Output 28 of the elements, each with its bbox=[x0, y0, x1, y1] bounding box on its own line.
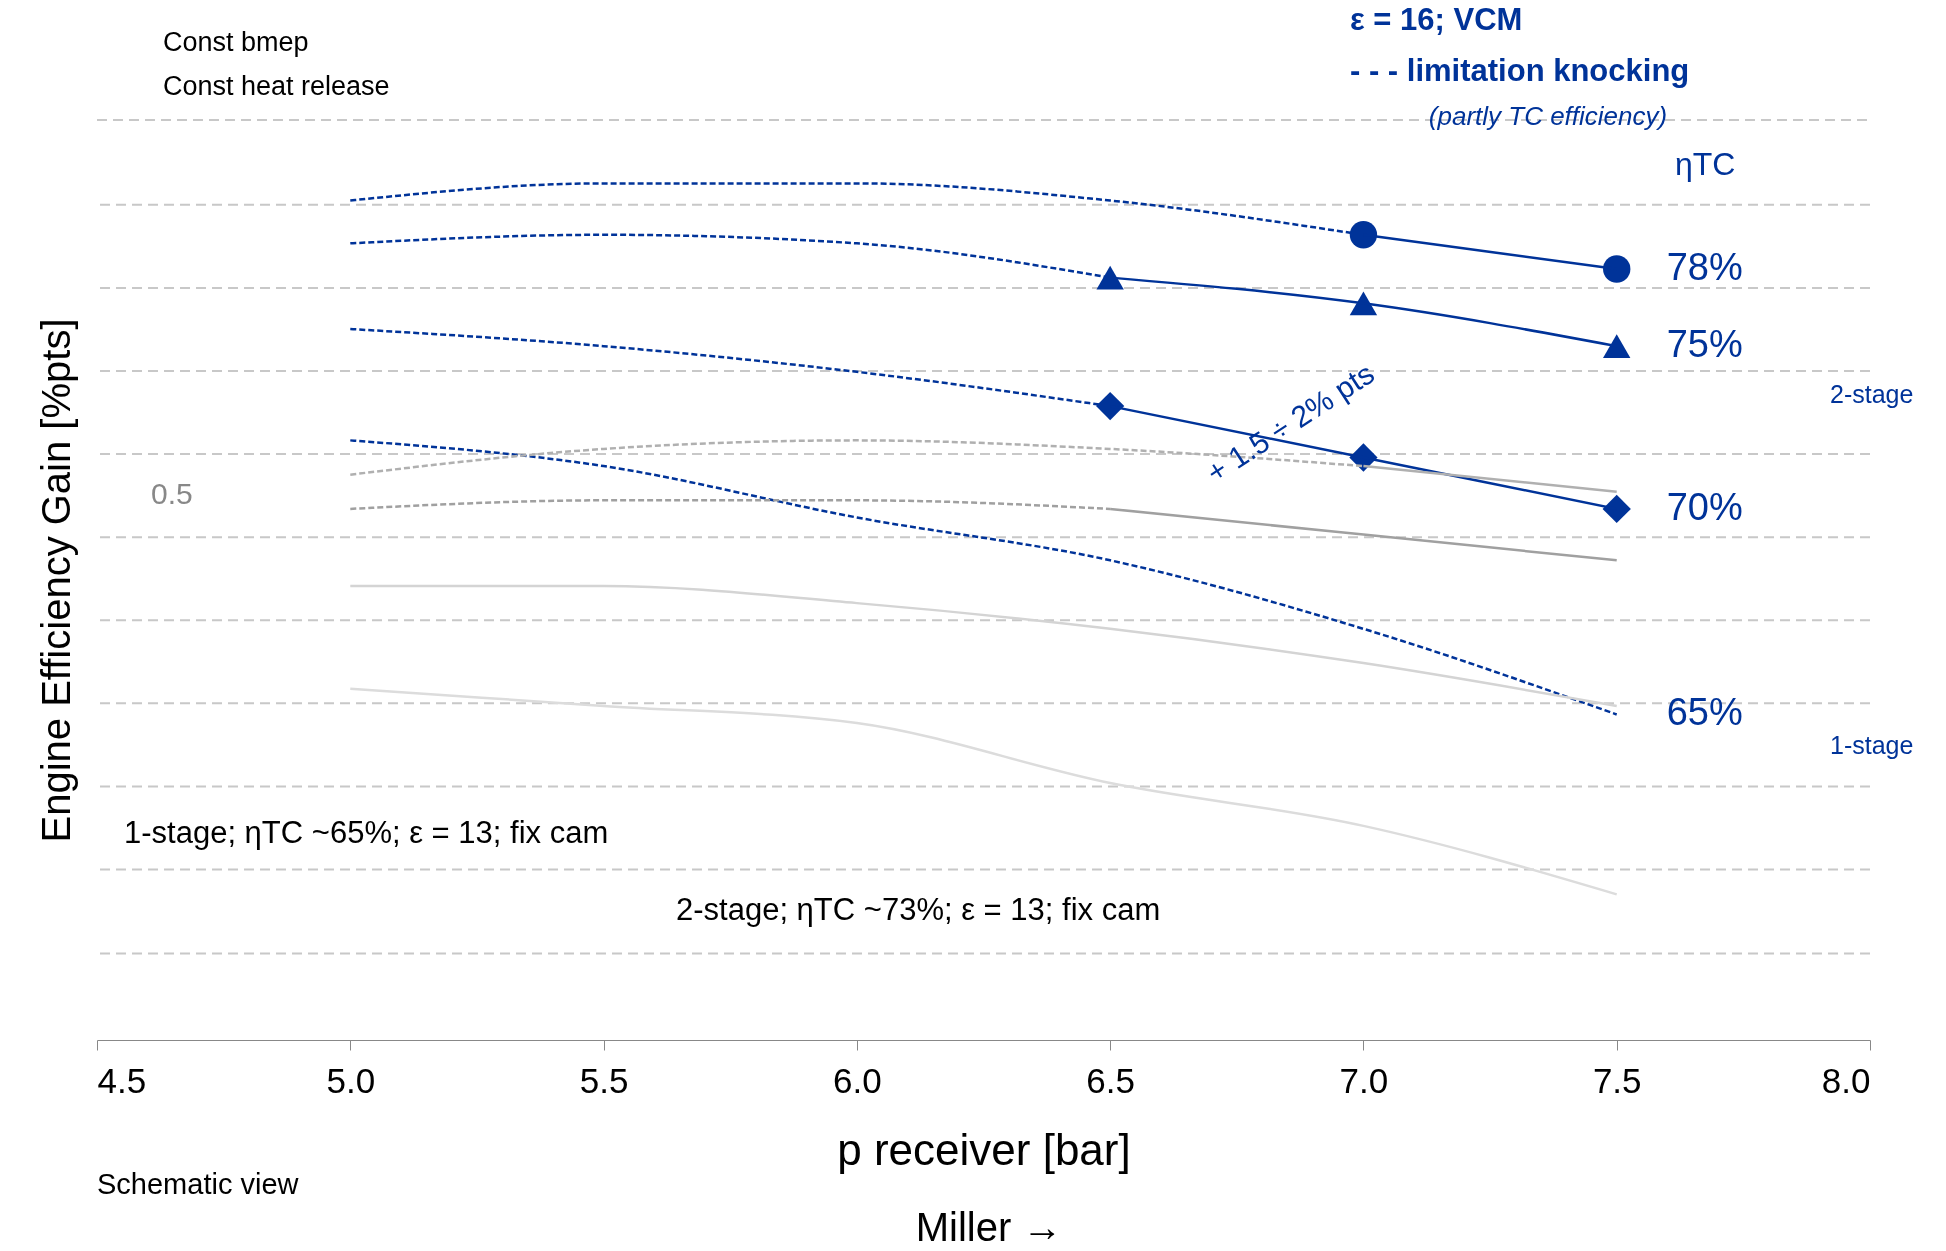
text: Const bmep bbox=[163, 27, 309, 57]
annotation: 2-stage bbox=[1830, 380, 1914, 408]
annotation: 1-stage bbox=[1830, 731, 1914, 759]
series-label: 65% bbox=[1666, 691, 1743, 734]
x-tick-label: 6.0 bbox=[833, 1060, 882, 1100]
x-tick-label: 5.5 bbox=[579, 1060, 629, 1100]
text: - - - limitation knocking bbox=[1350, 53, 1690, 88]
text: ε = 16; VCM bbox=[1350, 2, 1523, 37]
y-axis-title: Engine Efficiency Gain [%pts] bbox=[33, 318, 78, 843]
x-tick-label: 7.0 bbox=[1339, 1060, 1389, 1100]
series-label: 78% bbox=[1666, 246, 1743, 289]
x-axis-title: p receiver [bar] bbox=[837, 1124, 1131, 1174]
annotation: 1-stage; ηTC ~65%; ε = 13; fix cam bbox=[124, 815, 609, 850]
x-tick-label: 8.0 bbox=[1821, 1060, 1871, 1100]
annotation: + 1.5 ÷ 2% pts bbox=[1200, 356, 1380, 489]
text: (partly TC efficiency) bbox=[1428, 101, 1668, 131]
x-tick-label: 6.5 bbox=[1086, 1060, 1135, 1100]
text: Schematic view bbox=[97, 1168, 300, 1200]
text: Miller → bbox=[915, 1205, 1063, 1249]
annotation: 2-stage; ηTC ~73%; ε = 13; fix cam bbox=[676, 892, 1161, 927]
series-label: 70% bbox=[1666, 485, 1743, 528]
text: Const heat release bbox=[163, 71, 390, 101]
series-label: 75% bbox=[1666, 323, 1743, 366]
x-tick-label: 7.5 bbox=[1592, 1060, 1642, 1100]
x-tick-label: 4.5 bbox=[97, 1060, 147, 1100]
annotation: 0.5 bbox=[151, 477, 193, 510]
x-tick-label: 5.0 bbox=[326, 1060, 376, 1100]
text: ηTC bbox=[1675, 146, 1736, 182]
